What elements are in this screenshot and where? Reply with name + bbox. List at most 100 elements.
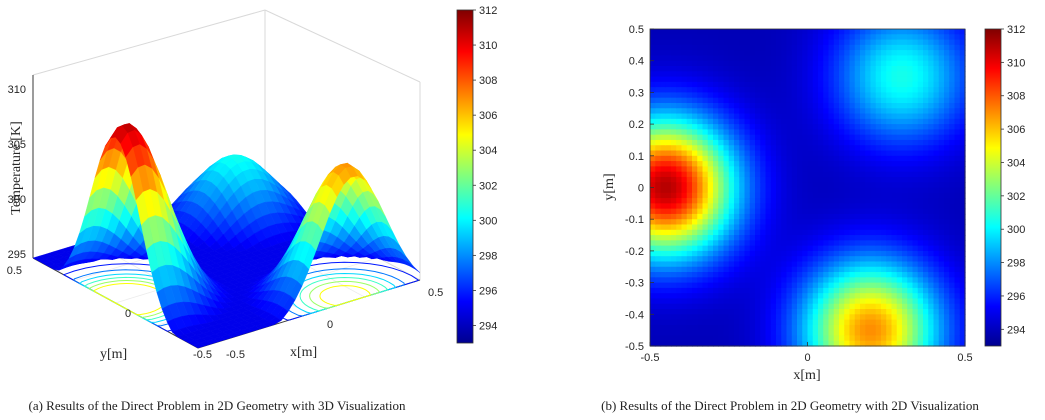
heatmap-cell — [728, 71, 735, 78]
heatmap-cell — [854, 187, 861, 194]
heatmap-cell — [854, 213, 861, 220]
heatmap-cell — [692, 213, 698, 220]
heatmap-cell — [928, 293, 935, 300]
heatmap-cell — [650, 324, 656, 331]
heatmap-cell — [928, 340, 935, 347]
heatmap-cell — [886, 192, 893, 199]
heatmap-cell — [786, 224, 793, 231]
heatmap-cell — [734, 34, 740, 41]
heatmap-cell — [755, 219, 761, 226]
heatmap-cell — [928, 319, 935, 326]
heatmap-cell — [938, 65, 945, 72]
heatmap-cell — [665, 219, 672, 226]
heatmap-cell — [781, 213, 788, 220]
heatmap-cell — [713, 44, 719, 51]
heatmap-cell — [839, 192, 845, 199]
heatmap-cell — [949, 124, 956, 130]
heatmap-cell — [860, 298, 866, 305]
heatmap-cell — [665, 34, 672, 41]
heatmap-cell — [902, 298, 908, 305]
heatmap-cell — [802, 298, 809, 305]
heatmap-cell — [891, 256, 898, 263]
heatmap-cell — [707, 182, 714, 189]
heatmap-cell — [697, 81, 704, 88]
heatmap-cell — [854, 256, 861, 263]
heatmap-cell — [870, 124, 877, 130]
heatmap-cell — [959, 113, 966, 120]
heatmap-cell — [823, 266, 830, 273]
heatmap-cell — [739, 213, 746, 220]
heatmap-cell — [776, 55, 782, 62]
heatmap-cell — [870, 208, 877, 215]
heatmap-cell — [954, 76, 961, 83]
heatmap-cell — [954, 213, 961, 220]
x-tick-label: 0.5 — [428, 287, 443, 299]
heatmap-cell — [697, 298, 704, 305]
heatmap-cell — [702, 118, 709, 125]
heatmap-cell — [807, 65, 814, 72]
heatmap-cell — [692, 203, 698, 210]
heatmap-cell — [765, 340, 772, 347]
heatmap-cell — [907, 256, 914, 263]
heatmap-cell — [749, 92, 756, 99]
heatmap-cell — [692, 139, 698, 146]
heatmap-cell — [797, 97, 803, 104]
heatmap-cell — [671, 134, 677, 141]
heatmap-cell — [802, 71, 809, 78]
heatmap-cell — [818, 256, 824, 263]
z-tick-label: 305 — [8, 139, 26, 151]
heatmap-cell — [812, 250, 819, 257]
heatmap-cell — [749, 240, 756, 247]
heatmap-cell — [818, 303, 824, 310]
heatmap-cell — [933, 229, 940, 236]
heatmap-cell — [860, 155, 866, 162]
heatmap-cell — [660, 44, 667, 51]
heatmap-cell — [791, 34, 798, 41]
heatmap-cell — [671, 161, 677, 167]
heatmap-cell — [676, 203, 683, 210]
heatmap-cell — [839, 176, 845, 183]
heatmap-cell — [797, 224, 803, 231]
heatmap-cell — [907, 161, 914, 167]
heatmap-cell — [739, 76, 746, 83]
heatmap-cell — [734, 76, 740, 83]
heatmap-cell — [755, 161, 761, 167]
heatmap-cell — [692, 198, 698, 204]
heatmap-cell — [949, 240, 956, 247]
heatmap-cell — [734, 155, 740, 162]
heatmap-cell — [739, 50, 746, 57]
heatmap-cell — [760, 102, 767, 109]
heatmap-cell — [749, 108, 756, 115]
heatmap-cell — [944, 55, 950, 62]
heatmap-cell — [702, 272, 709, 278]
heatmap-cell — [812, 272, 819, 278]
heatmap-cell — [870, 229, 877, 236]
heatmap-cell — [665, 277, 672, 284]
heatmap-cell — [660, 335, 667, 342]
heatmap-cell — [755, 92, 761, 99]
heatmap-cell — [791, 213, 798, 220]
heatmap-cell — [833, 118, 840, 125]
heatmap-cell — [959, 198, 966, 204]
heatmap-cell — [844, 335, 851, 342]
heatmap-cell — [686, 29, 693, 35]
heatmap-cell — [718, 266, 725, 273]
heatmap-cell — [833, 277, 840, 284]
heatmap-cell — [923, 71, 929, 78]
heatmap-cell — [833, 282, 840, 289]
heatmap-cell — [812, 60, 819, 67]
heatmap-cell — [723, 213, 730, 220]
heatmap-cell — [781, 219, 788, 226]
heatmap-cell — [744, 81, 751, 88]
heatmap-cell — [650, 129, 656, 136]
heatmap-cell — [686, 55, 693, 62]
heatmap-cell — [949, 298, 956, 305]
heatmap-cell — [802, 203, 809, 210]
heatmap-cell — [907, 182, 914, 189]
heatmap-cell — [770, 335, 777, 342]
heatmap-cell — [650, 198, 656, 204]
heatmap-cell — [681, 261, 688, 268]
heatmap-cell — [802, 124, 809, 130]
heatmap-cell — [660, 330, 667, 337]
heatmap-cell — [713, 118, 719, 125]
